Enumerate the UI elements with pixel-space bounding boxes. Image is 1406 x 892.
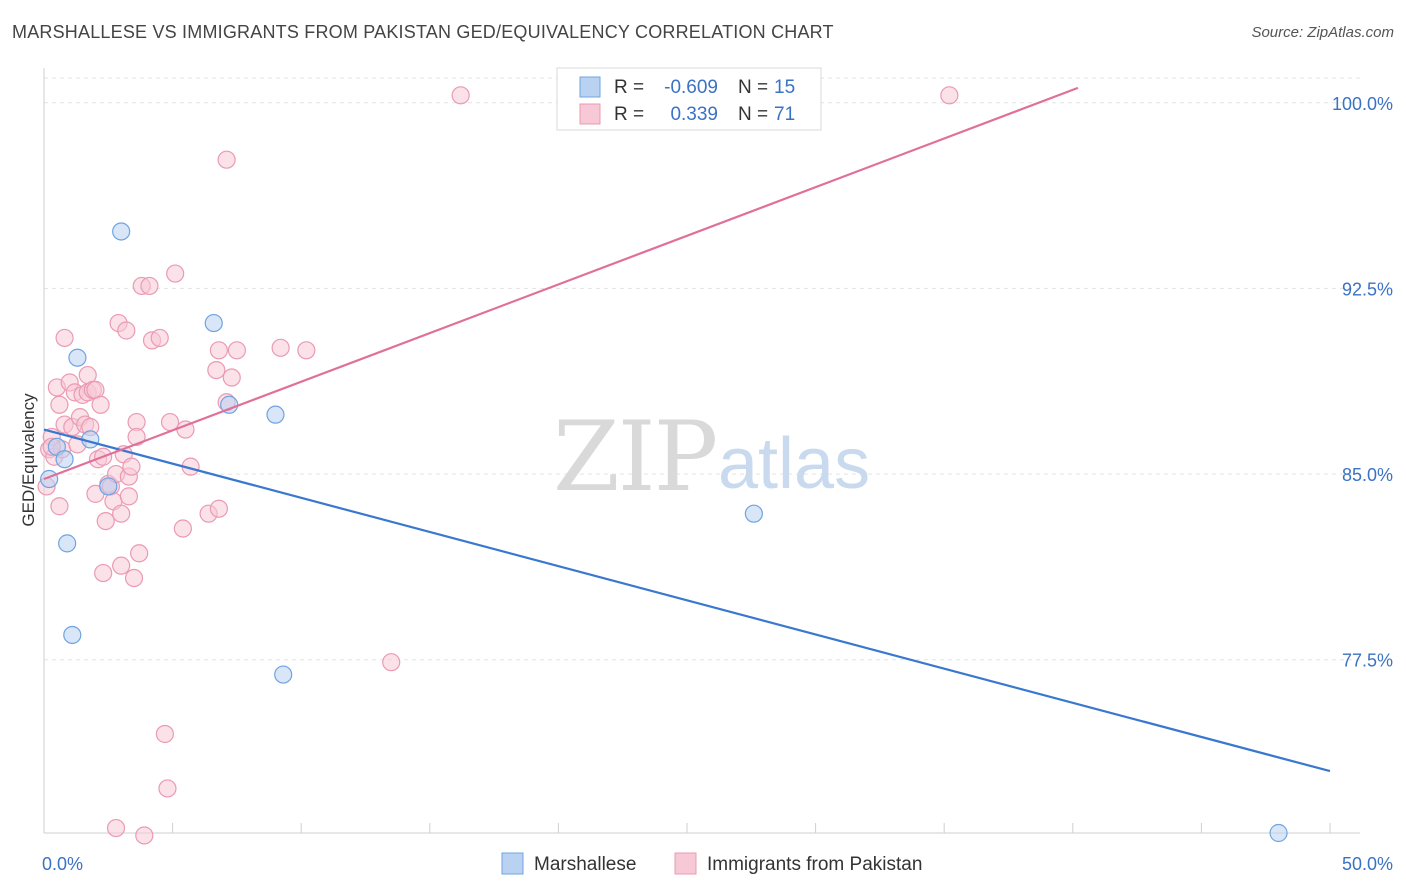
point-marshallese	[40, 469, 59, 489]
y-tick-label: 100.0%	[1332, 94, 1393, 114]
point-pakistan	[91, 395, 110, 414]
point-pakistan	[106, 818, 126, 838]
point-pakistan	[297, 341, 316, 360]
legend-swatch-marshallese	[579, 76, 601, 98]
point-pakistan	[135, 826, 154, 845]
point-pakistan	[173, 519, 192, 538]
y-tick-labels: 100.0% 92.5% 85.0% 77.5%	[1332, 94, 1393, 671]
point-marshallese	[68, 348, 87, 367]
legend-n-value-1: 15	[774, 77, 795, 98]
point-pakistan	[94, 563, 113, 583]
point-pakistan	[117, 321, 136, 340]
point-marshallese	[274, 665, 293, 684]
point-marshallese	[1269, 823, 1288, 843]
point-pakistan	[940, 86, 959, 105]
legend-marker-pakistan	[674, 852, 697, 875]
point-pakistan	[150, 328, 169, 348]
y-tick-label: 85.0%	[1342, 465, 1393, 485]
point-pakistan	[124, 568, 144, 588]
legend-n-value-2: 71	[774, 104, 795, 125]
legend-r-value-1: -0.609	[664, 77, 718, 98]
y-tick-label: 77.5%	[1342, 651, 1393, 671]
source-credit: Source: ZipAtlas.com	[1251, 24, 1394, 41]
legend-n-label-2: N =	[738, 104, 768, 125]
chart-title: MARSHALLESE VS IMMIGRANTS FROM PAKISTAN …	[12, 22, 834, 42]
point-pakistan	[217, 150, 236, 169]
point-marshallese	[55, 450, 74, 469]
point-pakistan	[271, 338, 290, 357]
x-tick-label-start: 0.0%	[42, 854, 83, 874]
watermark: ZIP atlas	[553, 401, 870, 513]
point-marshallese	[744, 504, 763, 523]
point-pakistan	[158, 779, 177, 798]
legend-r-label-2: R =	[614, 104, 644, 125]
point-pakistan	[112, 504, 131, 523]
legend-r-value-2: 0.339	[670, 104, 718, 125]
point-marshallese	[63, 625, 82, 645]
point-pakistan	[119, 487, 138, 506]
legend-name-marshallese: Marshallese	[534, 854, 636, 875]
x-tick-label-end: 50.0%	[1342, 854, 1393, 874]
legend-marker-marshallese	[501, 852, 524, 875]
data-points	[37, 86, 1288, 845]
point-pakistan	[96, 511, 115, 531]
point-pakistan	[222, 368, 241, 387]
point-pakistan	[50, 497, 69, 516]
point-pakistan	[122, 457, 141, 476]
grid-lines	[44, 77, 1360, 661]
point-marshallese	[112, 222, 131, 241]
point-pakistan	[127, 427, 146, 447]
trend-line-pakistan	[43, 86, 1079, 481]
point-pakistan	[140, 276, 159, 296]
point-pakistan	[451, 86, 470, 105]
point-marshallese	[58, 534, 77, 553]
legend-swatch-pakistan	[579, 103, 601, 125]
point-pakistan	[112, 556, 131, 575]
trend-lines	[43, 86, 1331, 773]
legend-r-label-1: R =	[614, 77, 644, 98]
y-tick-label: 92.5%	[1342, 279, 1393, 299]
point-pakistan	[209, 499, 228, 518]
watermark-zip: ZIP	[553, 401, 716, 513]
y-axis-label: GED/Equivalency	[19, 393, 38, 527]
point-pakistan	[209, 341, 228, 360]
series-legend: Marshallese Immigrants from Pakistan	[501, 852, 922, 875]
trend-line-marshallese	[43, 428, 1331, 773]
point-marshallese	[266, 405, 285, 424]
legend-name-pakistan: Immigrants from Pakistan	[707, 854, 922, 875]
point-pakistan	[166, 264, 185, 283]
point-marshallese	[99, 477, 118, 496]
stats-legend: R = -0.609 N = 15 R = 0.339 N = 71	[556, 67, 822, 131]
x-tick-labels: 0.0% 50.0%	[42, 854, 1393, 874]
watermark-atlas: atlas	[718, 424, 870, 504]
point-marshallese	[204, 313, 223, 333]
point-pakistan	[382, 653, 401, 672]
legend-n-label-1: N =	[738, 77, 768, 98]
point-pakistan	[207, 360, 226, 380]
point-pakistan	[50, 395, 69, 414]
point-pakistan	[55, 328, 74, 348]
point-pakistan	[155, 724, 174, 744]
point-pakistan	[130, 544, 149, 563]
point-pakistan	[227, 341, 246, 360]
